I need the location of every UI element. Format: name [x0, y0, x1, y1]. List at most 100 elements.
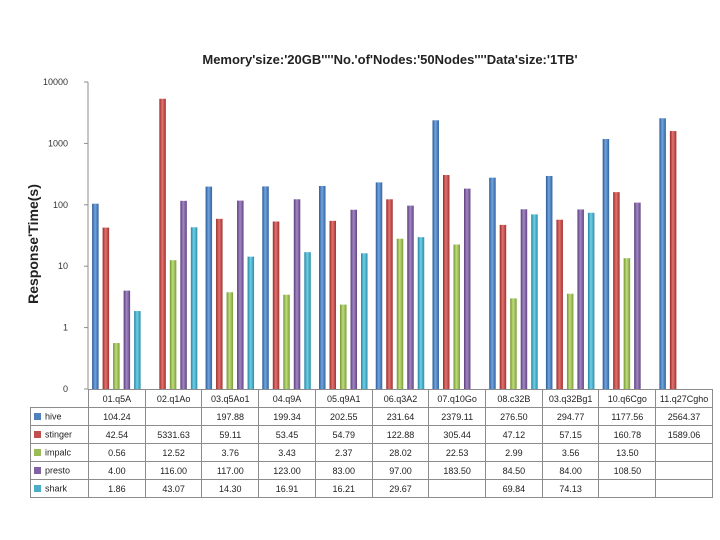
- x-category-label: 01.q5A: [88, 389, 146, 408]
- data-label: 84.50: [485, 461, 543, 480]
- legend-label: hive: [45, 411, 62, 422]
- legend-label: shark: [45, 483, 68, 494]
- data-label: 123.00: [258, 461, 316, 480]
- x-category-label: 04.q9A: [258, 389, 316, 408]
- data-label: 2379.11: [428, 407, 487, 426]
- data-label: [144, 407, 203, 426]
- data-label: 54.79: [314, 425, 373, 444]
- data-label: 108.50: [598, 461, 657, 480]
- data-label: 28.02: [371, 443, 430, 462]
- x-category-label: 08.c32B: [485, 389, 543, 408]
- data-label: 305.44: [428, 425, 487, 444]
- data-label: [655, 461, 713, 480]
- data-label: 3.56: [541, 443, 600, 462]
- bar-presto: [123, 290, 131, 389]
- bar-stinger: [216, 218, 223, 389]
- bar-hive: [432, 120, 439, 389]
- data-label: [655, 479, 713, 498]
- bar-presto: [463, 188, 471, 389]
- bar-stinger: [669, 131, 677, 389]
- bar-stinger: [613, 192, 620, 389]
- data-label: 84.00: [541, 461, 600, 480]
- data-label: [655, 443, 713, 462]
- bar-presto: [634, 202, 641, 389]
- bar-shark: [134, 311, 141, 389]
- bar-hive: [262, 186, 269, 389]
- data-label: 104.24: [88, 407, 146, 426]
- data-label: 122.88: [371, 425, 430, 444]
- table-row: presto 4.00 116.00 117.00 123.00 83.00 97.00 18…: [30, 461, 713, 480]
- data-label: 160.78: [598, 425, 657, 444]
- bar-stinger: [102, 227, 110, 389]
- bar-presto: [407, 205, 414, 389]
- bar-shark: [531, 214, 538, 389]
- legend-entry: presto: [30, 461, 89, 480]
- data-label: 59.11: [201, 425, 260, 444]
- data-label: 116.00: [144, 461, 203, 480]
- chart-title: Memory'size:'20GB''''No.'of'Nodes:'50Nod…: [202, 52, 578, 67]
- legend-entry: stinger: [30, 425, 89, 444]
- bar-impalc: [623, 258, 631, 389]
- bar-hive: [545, 175, 553, 389]
- legend-swatch: [34, 467, 41, 475]
- x-category-label: 05.q9A1: [314, 389, 373, 408]
- y-tick-label: 1000: [48, 138, 68, 148]
- bar-impalc: [453, 244, 460, 389]
- data-label: 231.64: [371, 407, 430, 426]
- y-tick-label: 10: [58, 261, 68, 271]
- bar-presto: [237, 200, 244, 389]
- data-label: 202.55: [314, 407, 373, 426]
- data-label: 2.37: [314, 443, 373, 462]
- bar-stinger: [442, 175, 450, 389]
- data-label: 276.50: [485, 407, 543, 426]
- data-label: 22.53: [428, 443, 487, 462]
- bar-impalc: [340, 304, 347, 389]
- bar-stinger: [556, 219, 563, 389]
- bar-impalc: [169, 260, 177, 389]
- legend-swatch: [34, 431, 41, 439]
- bar-hive: [92, 203, 99, 389]
- legend-entry: impalc: [30, 443, 89, 462]
- bar-shark: [587, 212, 595, 389]
- bar-shark: [190, 227, 198, 389]
- bar-impalc: [566, 293, 574, 389]
- x-category-label: 03.q32Bg1: [541, 389, 600, 408]
- data-label: 2.99: [485, 443, 543, 462]
- bar-stinger: [386, 199, 393, 389]
- data-label: 13.50: [598, 443, 657, 462]
- y-tick-label: 1: [63, 323, 68, 333]
- data-label: 74.13: [541, 479, 600, 498]
- data-label: 294.77: [541, 407, 600, 426]
- bar-impalc: [226, 292, 234, 389]
- data-label: 42.54: [88, 425, 146, 444]
- legend-label: impalc: [45, 447, 72, 458]
- bar-shark: [247, 256, 255, 389]
- data-label: 183.50: [428, 461, 487, 480]
- data-label: 53.45: [258, 425, 316, 444]
- data-label: 16.21: [314, 479, 373, 498]
- bar-hive: [602, 139, 610, 389]
- x-category-label: 02.q1Ao: [144, 389, 203, 408]
- bar-impalc: [396, 238, 404, 389]
- bar-presto: [520, 209, 528, 389]
- data-label: 16.91: [258, 479, 316, 498]
- data-label: 57.15: [541, 425, 600, 444]
- bar-presto: [293, 199, 301, 389]
- bar-shark: [417, 237, 425, 389]
- legend-swatch: [34, 413, 41, 421]
- bar-stinger: [329, 220, 337, 389]
- data-label: 1177.56: [598, 407, 657, 426]
- bar-impalc: [283, 294, 290, 389]
- bar-presto: [350, 209, 358, 389]
- data-label: 29.67: [371, 479, 430, 498]
- y-tick-label: 0: [63, 384, 68, 394]
- data-label: 1589.06: [655, 425, 713, 444]
- data-label: 197.88: [201, 407, 260, 426]
- x-category-label: 10.q6Cgo: [598, 389, 657, 408]
- table-row: hive 104.24 197.88 199.34 202.55 231.64 2379.1…: [30, 407, 713, 426]
- bar-hive: [205, 186, 213, 389]
- bar-impalc: [113, 343, 120, 389]
- bar-presto: [180, 200, 187, 389]
- data-label: 5331.63: [144, 425, 203, 444]
